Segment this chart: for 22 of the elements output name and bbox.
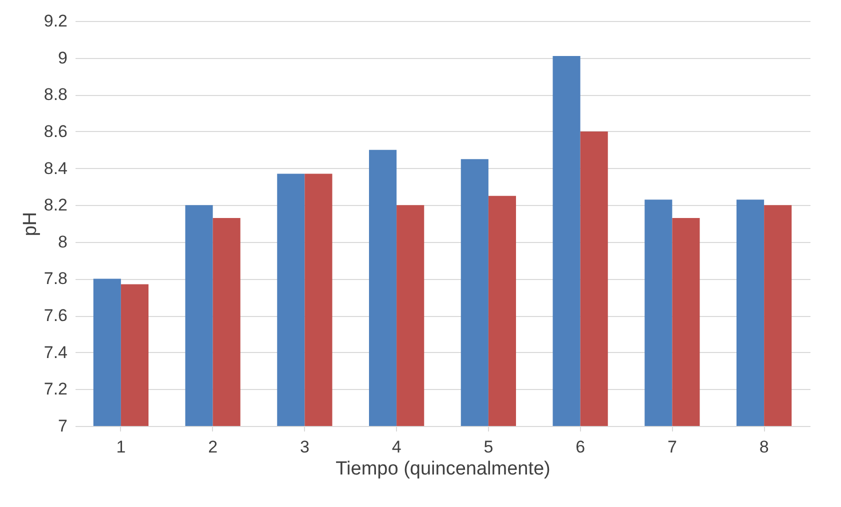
y-tick-label: 8.6 [44, 122, 68, 141]
y-tick-label: 8.8 [44, 85, 68, 104]
y-tick-label: 8.4 [44, 158, 68, 178]
y-tick-label: 7.2 [44, 380, 68, 399]
x-tick-label: 1 [116, 438, 126, 456]
x-tick-label: 5 [484, 438, 494, 456]
y-tick-label: 9 [58, 48, 68, 68]
y-tick-label: 7.4 [44, 342, 68, 362]
y-tick-label: 7.8 [44, 269, 68, 288]
x-tick-label: 2 [208, 438, 218, 456]
y-tick-label: 7 [58, 416, 68, 436]
y-tick-label: 9.2 [44, 12, 68, 30]
y-tick-label: 7.6 [44, 306, 68, 326]
y-tick-label: 8 [58, 232, 68, 252]
y-axis-title: pH [20, 212, 41, 236]
x-tick-label: 8 [759, 438, 769, 456]
x-tick-label: 3 [300, 438, 310, 456]
x-tick-label: 6 [576, 438, 586, 456]
x-tick-label: 7 [667, 438, 677, 456]
y-tick-label: 8.2 [44, 196, 68, 215]
x-axis-title: Tiempo (quincenalmente) [336, 458, 550, 480]
x-tick-label: 4 [392, 438, 402, 456]
